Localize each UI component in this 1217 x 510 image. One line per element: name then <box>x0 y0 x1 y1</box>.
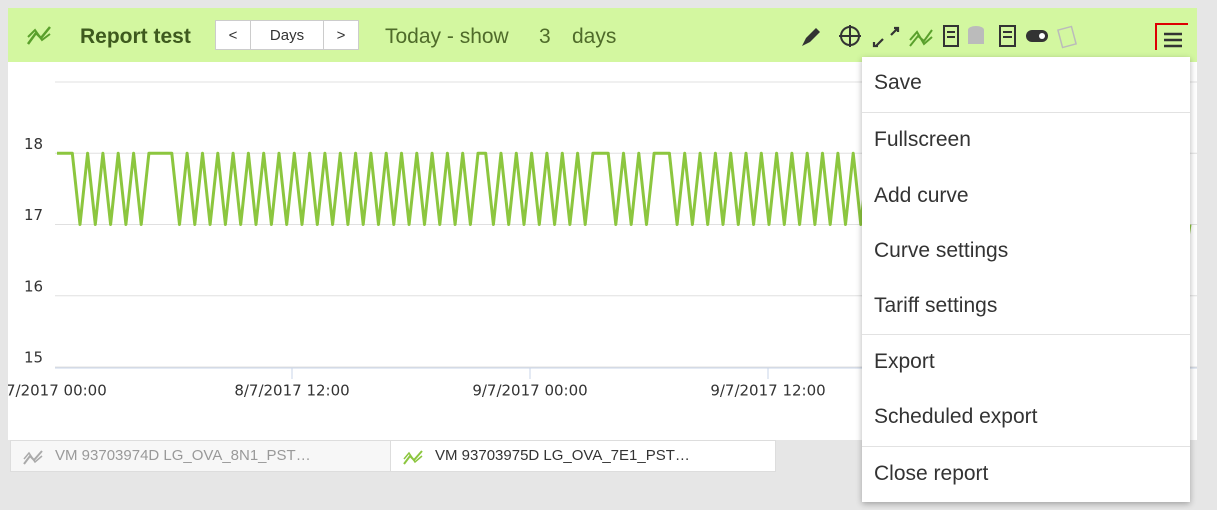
menu-item[interactable]: Curve settings <box>874 239 1009 262</box>
y-tick-label: 16 <box>24 277 43 295</box>
menu-item[interactable]: Fullscreen <box>874 128 971 151</box>
menu-item[interactable]: Export <box>874 350 935 373</box>
x-tick-label: 8/7/2017 12:00 <box>234 382 349 400</box>
dropdown-menu: Save Fullscreen Add curve Curve settings Tar… <box>862 57 1190 502</box>
chart-icon <box>26 26 51 45</box>
menu-separator <box>862 334 1190 335</box>
y-tick-label: 15 <box>24 349 43 367</box>
report-icon[interactable] <box>943 25 959 47</box>
menu-item[interactable]: Close report <box>874 462 989 485</box>
menu-icon[interactable] <box>1164 32 1182 48</box>
series-tab[interactable]: VM 93703974D LG_OVA_8N1_PST… <box>10 440 391 472</box>
menu-separator <box>862 446 1190 447</box>
cards-icon[interactable] <box>1056 25 1078 49</box>
toolbar-icons <box>802 23 1188 50</box>
tab-label: VM 93703974D LG_OVA_8N1_PST… <box>55 447 311 464</box>
menu-item[interactable]: Add curve <box>874 184 969 207</box>
series-tab[interactable]: VM 93703975D LG_OVA_7E1_PST… <box>390 440 776 472</box>
edit-icon[interactable] <box>802 28 820 46</box>
tab-label: VM 93703975D LG_OVA_7E1_PST… <box>435 447 690 464</box>
period-button[interactable]: Days <box>250 20 324 50</box>
toggle-icon[interactable] <box>1026 30 1048 42</box>
x-tick-label: 9/7/2017 00:00 <box>472 382 587 400</box>
doc-icon[interactable] <box>999 25 1016 47</box>
menu-separator <box>862 112 1190 113</box>
prev-button[interactable]: < <box>215 20 251 50</box>
x-tick-label: 9/7/2017 12:00 <box>710 382 825 400</box>
menu-item[interactable]: Save <box>874 71 922 94</box>
tab-icon <box>23 450 43 465</box>
y-tick-label: 18 <box>24 135 43 153</box>
y-tick-label: 17 <box>24 206 43 224</box>
report-title: Report test <box>80 25 191 48</box>
expand-icon[interactable] <box>872 26 900 48</box>
range-count[interactable]: 3 <box>539 25 551 48</box>
tab-icon <box>403 450 423 465</box>
menu-button-highlight[interactable] <box>1155 23 1188 50</box>
toolbar: Report test < Days > Today - show 3 days <box>8 8 1197 62</box>
next-button[interactable]: > <box>323 20 359 50</box>
x-tick-label: 7/2017 00:00 <box>8 382 107 400</box>
range-unit: days <box>572 25 617 48</box>
range-text: Today - show <box>385 25 509 48</box>
menu-item[interactable]: Tariff settings <box>874 294 998 317</box>
menu-item[interactable]: Scheduled export <box>874 405 1038 428</box>
